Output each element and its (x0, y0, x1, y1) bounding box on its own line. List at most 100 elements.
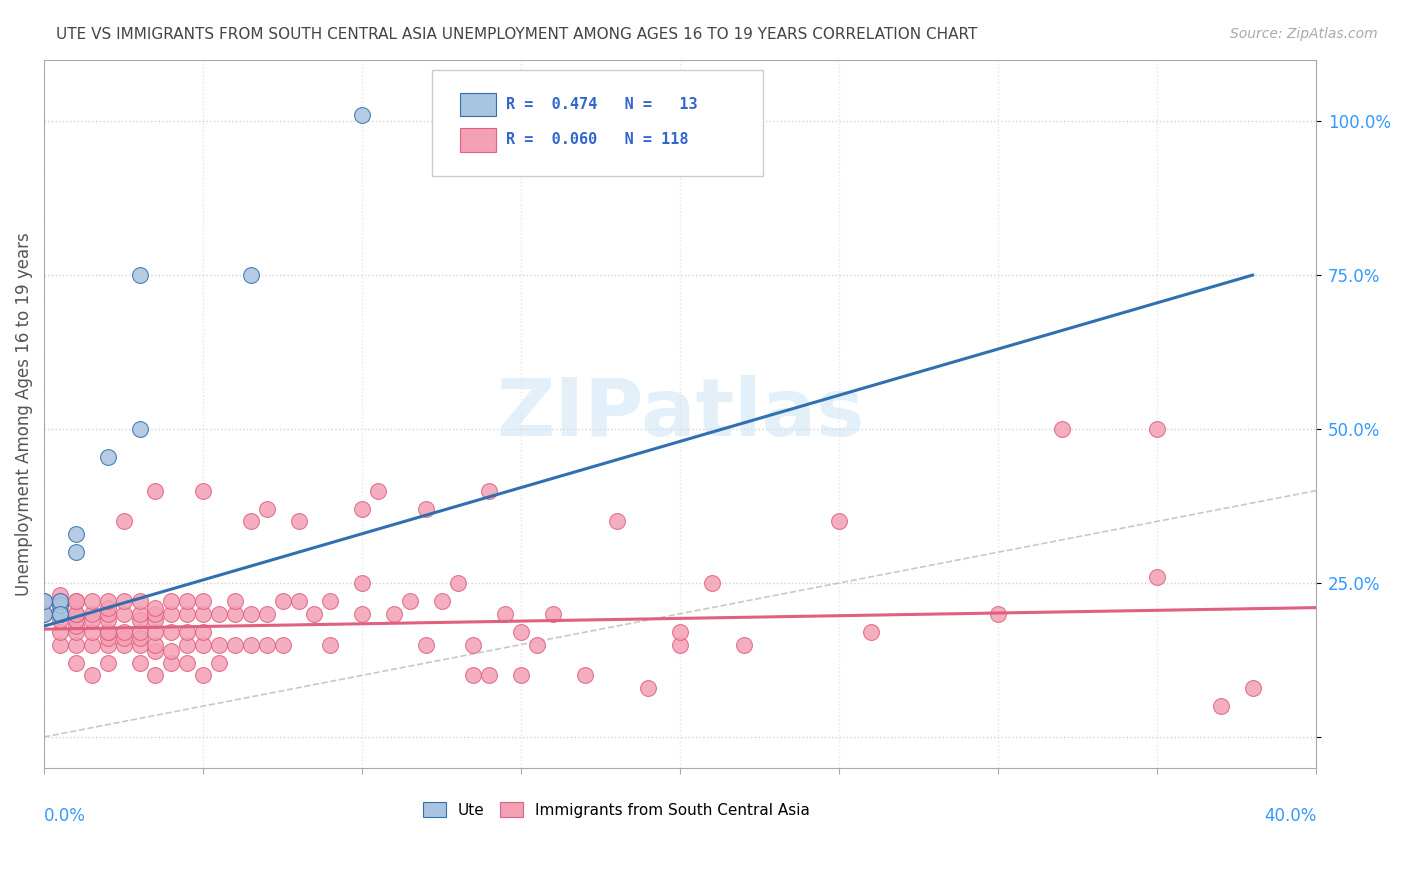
Point (176, 594, 198, 608)
Point (191, 483, 214, 498)
Point (160, 643, 183, 657)
Point (97, 625, 120, 640)
Point (97, 594, 120, 608)
Point (352, 607, 374, 621)
Point (256, 502, 278, 516)
Point (606, 515, 628, 529)
Point (526, 638, 548, 652)
Point (65, 526, 87, 541)
Point (319, 638, 342, 652)
Point (478, 483, 501, 498)
Point (191, 668, 214, 682)
Point (510, 625, 533, 640)
Point (463, 638, 485, 652)
Point (287, 515, 309, 529)
Point (145, 668, 167, 682)
Point (97, 632, 120, 646)
Point (80, 625, 103, 640)
Point (669, 625, 692, 640)
Point (112, 607, 135, 621)
Point (49, 638, 72, 652)
Point (97, 625, 120, 640)
Point (49, 598, 72, 612)
Point (32, 607, 55, 621)
Point (49, 607, 72, 621)
Bar (460, 128, 496, 152)
Point (32, 594, 55, 608)
Point (239, 607, 262, 621)
Point (145, 607, 167, 621)
Text: 0.0%: 0.0% (44, 806, 86, 824)
Point (352, 576, 374, 591)
Point (208, 638, 231, 652)
Point (80, 638, 103, 652)
Point (97, 607, 120, 621)
Point (304, 607, 326, 621)
Point (65, 619, 87, 633)
Point (176, 607, 198, 621)
Point (32, 594, 55, 608)
Point (208, 656, 231, 670)
Point (1146, 570, 1168, 584)
Point (208, 607, 231, 621)
Point (65, 656, 87, 670)
Point (239, 515, 262, 529)
Point (128, 613, 150, 627)
Point (80, 607, 103, 621)
Point (65, 594, 87, 608)
Point (574, 668, 596, 682)
Point (97, 656, 120, 670)
Point (49, 594, 72, 608)
Point (191, 607, 214, 621)
Legend: Ute, Immigrants from South Central Asia: Ute, Immigrants from South Central Asia (416, 796, 817, 824)
Point (239, 638, 262, 652)
Point (191, 638, 214, 652)
Point (494, 607, 516, 621)
Point (112, 625, 135, 640)
Point (733, 638, 755, 652)
Point (112, 515, 135, 529)
Point (80, 594, 103, 608)
Point (287, 594, 309, 608)
Point (128, 656, 150, 670)
Point (224, 594, 246, 608)
Point (49, 607, 72, 621)
Point (65, 594, 87, 608)
Point (65, 613, 87, 627)
Point (700, 576, 723, 591)
Point (65, 545, 87, 559)
Point (97, 600, 120, 615)
Point (415, 502, 437, 516)
FancyBboxPatch shape (432, 70, 763, 177)
Point (446, 576, 468, 591)
Point (239, 268, 262, 282)
Point (176, 656, 198, 670)
Point (160, 656, 183, 670)
Point (1146, 422, 1168, 436)
Point (49, 613, 72, 627)
Point (637, 681, 659, 695)
Point (256, 638, 278, 652)
Point (1209, 699, 1232, 714)
Point (398, 594, 420, 608)
Point (112, 594, 135, 608)
Point (32, 607, 55, 621)
Point (145, 643, 167, 657)
Point (256, 607, 278, 621)
Point (128, 607, 150, 621)
Point (49, 607, 72, 621)
Point (271, 594, 294, 608)
Point (80, 613, 103, 627)
Point (65, 625, 87, 640)
Point (65, 607, 87, 621)
Point (176, 625, 198, 640)
Point (352, 108, 374, 122)
Point (224, 638, 246, 652)
Point (128, 268, 150, 282)
Bar (460, 93, 496, 116)
Point (191, 594, 214, 608)
Text: 40.0%: 40.0% (1264, 806, 1316, 824)
Text: ZIPatlas: ZIPatlas (496, 375, 865, 452)
Point (145, 638, 167, 652)
Point (415, 638, 437, 652)
